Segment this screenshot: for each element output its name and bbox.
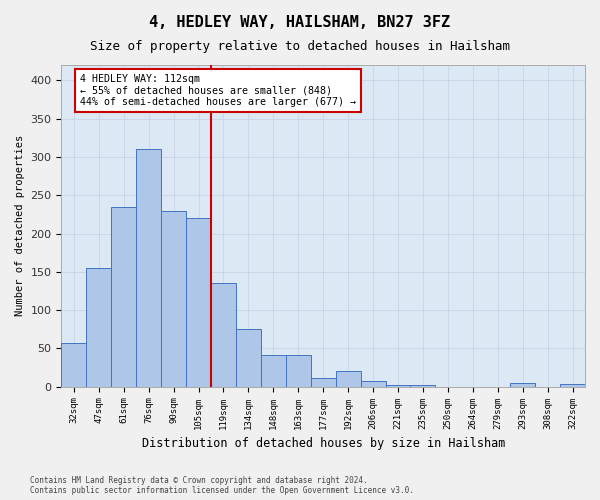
Text: Size of property relative to detached houses in Hailsham: Size of property relative to detached ho… xyxy=(90,40,510,53)
X-axis label: Distribution of detached houses by size in Hailsham: Distribution of detached houses by size … xyxy=(142,437,505,450)
Bar xyxy=(311,378,335,386)
Bar xyxy=(510,383,535,386)
Bar xyxy=(211,284,236,387)
Text: Contains HM Land Registry data © Crown copyright and database right 2024.
Contai: Contains HM Land Registry data © Crown c… xyxy=(30,476,414,495)
Bar xyxy=(560,384,585,386)
Bar xyxy=(335,372,361,386)
Bar xyxy=(111,206,136,386)
Text: 4 HEDLEY WAY: 112sqm
← 55% of detached houses are smaller (848)
44% of semi-deta: 4 HEDLEY WAY: 112sqm ← 55% of detached h… xyxy=(80,74,356,108)
Bar xyxy=(261,354,286,386)
Bar xyxy=(386,385,410,386)
Y-axis label: Number of detached properties: Number of detached properties xyxy=(15,135,25,316)
Bar xyxy=(136,150,161,386)
Bar xyxy=(286,354,311,386)
Bar xyxy=(361,380,386,386)
Bar xyxy=(186,218,211,386)
Bar xyxy=(61,343,86,386)
Bar xyxy=(410,385,436,386)
Bar xyxy=(236,329,261,386)
Text: 4, HEDLEY WAY, HAILSHAM, BN27 3FZ: 4, HEDLEY WAY, HAILSHAM, BN27 3FZ xyxy=(149,15,451,30)
Bar xyxy=(161,210,186,386)
Bar xyxy=(86,268,111,386)
